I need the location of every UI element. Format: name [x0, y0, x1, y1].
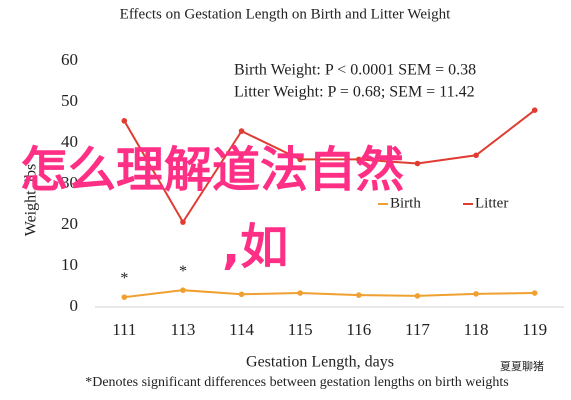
watermark: 夏夏聊猪 — [500, 359, 544, 373]
overlay-text: ,如 — [222, 219, 288, 275]
x-tick-label: 114 — [229, 320, 254, 339]
x-tick-label: 113 — [171, 320, 196, 339]
legend-label: Litter — [475, 195, 508, 211]
data-point — [238, 291, 245, 298]
x-tick-label: 117 — [405, 320, 430, 339]
footnote: *Denotes significant differences between… — [85, 375, 509, 390]
data-point — [121, 118, 128, 124]
data-point — [297, 156, 303, 163]
y-tick-label: 60 — [61, 50, 78, 69]
series-line — [124, 289, 535, 299]
stats-text: Litter Weight: P = 0.68; SEM = 11.42 — [234, 84, 475, 101]
data-point — [531, 290, 538, 296]
y-tick-label: 30 — [61, 173, 78, 192]
y-tick-label: 0 — [70, 296, 79, 315]
data-point — [121, 294, 128, 300]
legend-label: Birth — [390, 195, 421, 211]
x-axis-label: Gestation Length, days — [246, 354, 394, 371]
data-point — [356, 292, 362, 298]
data-point — [297, 290, 303, 296]
data-point — [414, 293, 421, 299]
y-tick-label: 10 — [61, 255, 78, 274]
overlay-text: 怎么理解道法自然 — [20, 142, 404, 198]
x-tick-label: 119 — [522, 320, 547, 339]
x-tick-label: 116 — [346, 320, 371, 339]
series-line — [123, 109, 536, 225]
data-point — [414, 160, 421, 167]
significance-marker: * — [120, 270, 128, 287]
data-point — [473, 152, 479, 159]
y-axis-label: Weight, lbs — [23, 164, 40, 236]
stats-text: Birth Weight: P < 0.0001 SEM = 0.38 — [234, 62, 476, 79]
x-tick-label: 118 — [464, 320, 489, 339]
plot: 0 10 20 30 40 50 60 111 113 114 115 116 117 118 119 * * B… — [61, 50, 564, 339]
data-point — [356, 156, 362, 163]
data-point — [473, 291, 479, 297]
x-tick-label: 111 — [112, 320, 136, 339]
y-tick-label: 50 — [61, 91, 78, 110]
y-tick-label: 20 — [61, 214, 78, 233]
y-tick-label: 40 — [61, 132, 78, 151]
chart-title: Effects on Gestation Length on Birth and… — [120, 6, 451, 22]
data-point — [238, 128, 245, 134]
data-point — [531, 107, 538, 113]
data-point — [180, 219, 186, 225]
x-tick-label: 115 — [288, 320, 313, 339]
data-point — [180, 287, 186, 293]
significance-marker: * — [179, 263, 187, 280]
